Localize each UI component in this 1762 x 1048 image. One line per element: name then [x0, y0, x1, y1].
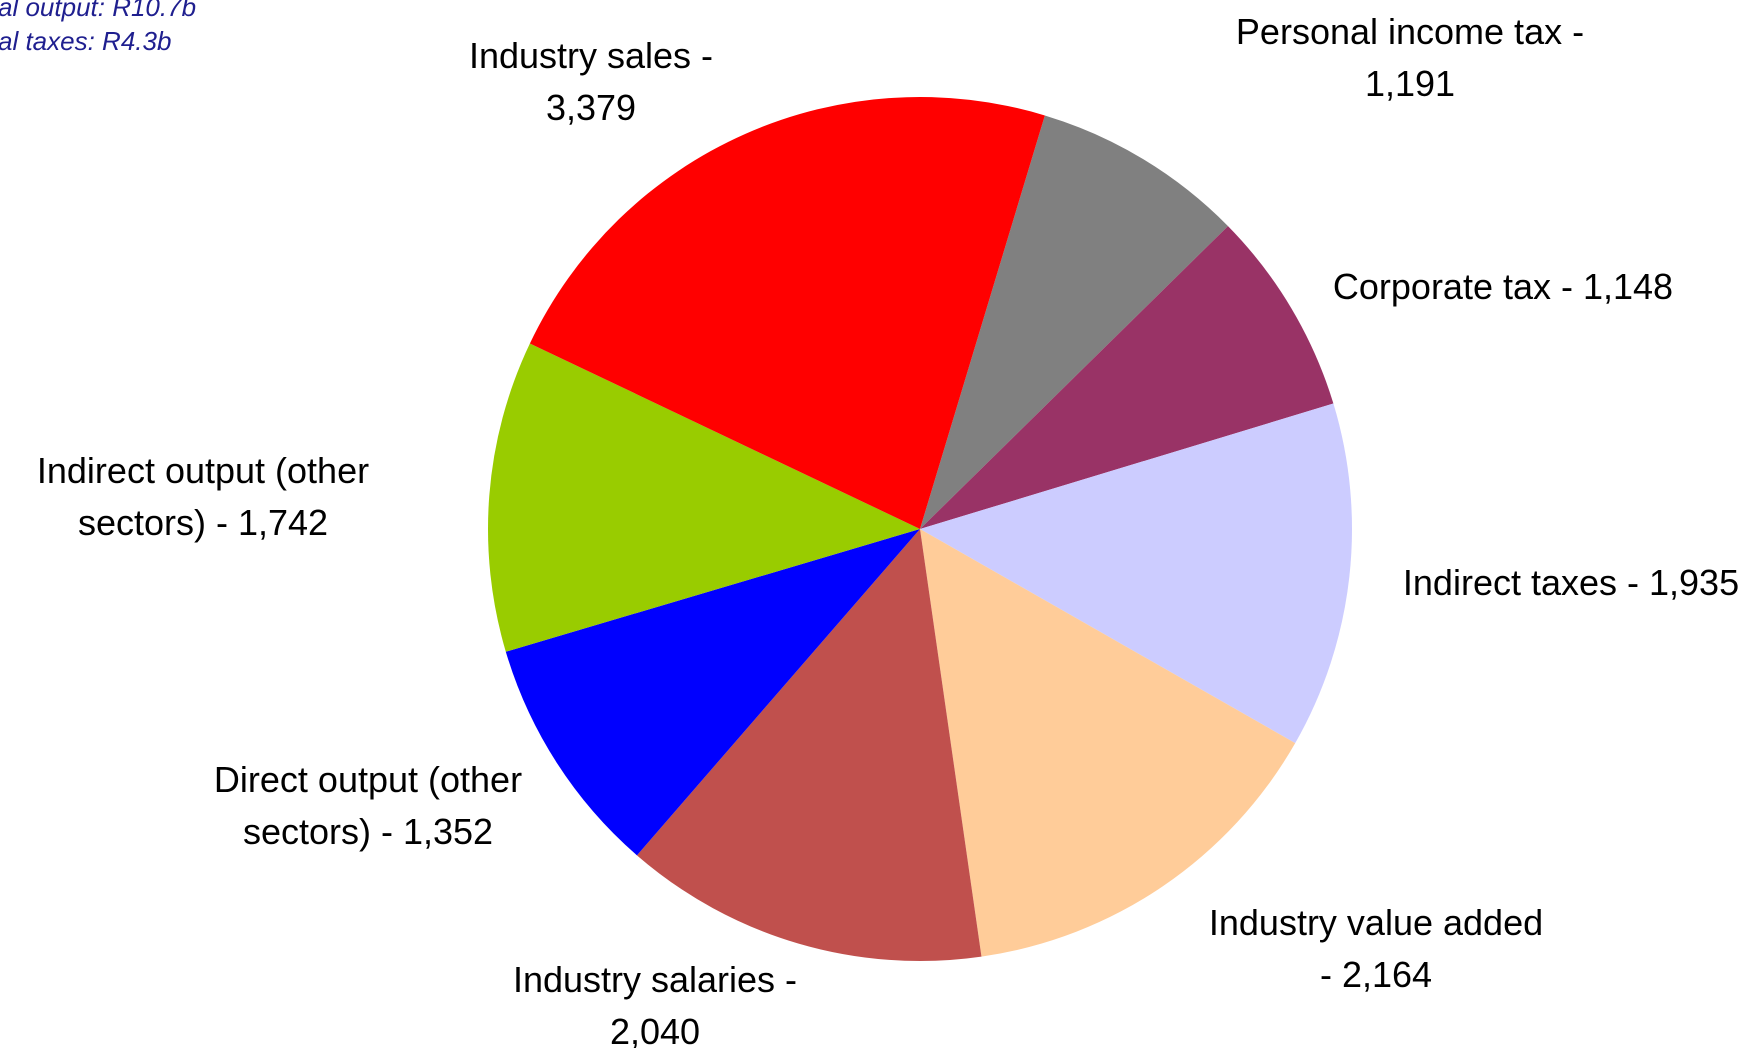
slice-label: Direct output (other — [214, 759, 522, 800]
slice-label: sectors) - 1,742 — [78, 502, 328, 543]
pie-slice — [505, 529, 920, 856]
slice-label: 2,040 — [610, 1011, 700, 1048]
slice-label: Corporate tax - 1,148 — [1333, 266, 1673, 307]
pie-slice — [488, 343, 920, 652]
slice-label: - 2,164 — [1320, 954, 1432, 995]
slice-label: Industry value added — [1209, 902, 1543, 943]
slice-label: sectors) - 1,352 — [243, 811, 493, 852]
pie-slice — [920, 403, 1352, 744]
slice-label: Industry salaries - — [513, 959, 797, 1000]
slice-label: Personal income tax - — [1236, 11, 1584, 52]
slice-label: 3,379 — [546, 87, 636, 128]
pie-slice — [920, 115, 1229, 529]
note: al taxes: R4.3b — [0, 26, 171, 56]
slice-label: Indirect output (other — [37, 450, 369, 491]
note: al output: R10.7b — [0, 0, 196, 22]
slice-label: 1,191 — [1365, 63, 1455, 104]
pie-slice — [529, 97, 1045, 529]
pie-slice — [636, 529, 982, 961]
slice-label: Industry sales - — [469, 35, 713, 76]
pie-slice — [920, 226, 1334, 529]
pie-slice — [920, 529, 1296, 957]
slice-label: Indirect taxes - 1,935 — [1403, 562, 1739, 603]
